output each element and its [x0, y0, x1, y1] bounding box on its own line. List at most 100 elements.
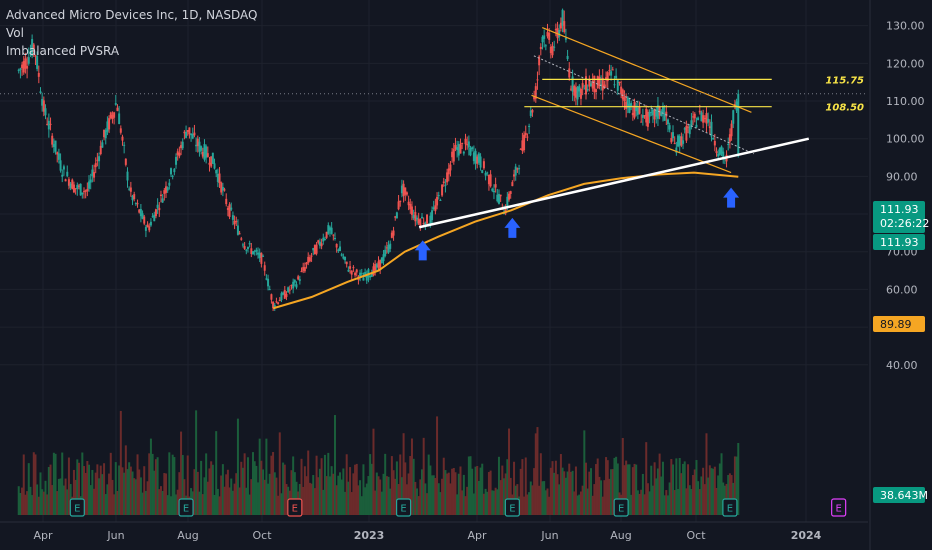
time-axis-tick: 2024 [791, 529, 822, 542]
candle-body [526, 136, 529, 138]
candle-body [260, 252, 263, 264]
volume-bar [123, 472, 126, 515]
candle-body [661, 105, 664, 114]
candle-body [131, 195, 134, 201]
volume-bar [417, 496, 420, 515]
candle-body [491, 188, 494, 191]
candle-body [487, 174, 490, 185]
volume-bar [362, 464, 365, 515]
volume-bar [623, 465, 626, 515]
volume-bar [98, 478, 101, 515]
candle-body [278, 299, 281, 302]
candle-body [156, 204, 159, 208]
volume-bar [476, 466, 479, 515]
candle-body [486, 172, 489, 174]
candle-body [429, 215, 432, 225]
volume-bar [675, 458, 678, 515]
candle-body [44, 108, 47, 116]
volume-bar [501, 465, 504, 515]
volume-bar [260, 460, 263, 515]
candle-body [19, 68, 22, 70]
volume-bar [62, 485, 65, 515]
earnings-marker-icon[interactable]: E [504, 498, 520, 517]
earnings-marker-icon[interactable]: E [395, 498, 412, 517]
volume-bar [670, 459, 673, 515]
candle-body [536, 79, 539, 81]
candle-body [342, 256, 345, 259]
candle-body [628, 103, 631, 113]
candle-body [618, 81, 621, 83]
volume-bar [727, 475, 730, 515]
earnings-marker-icon[interactable]: E [69, 498, 85, 517]
volume-bar [41, 489, 44, 515]
candle-body [64, 179, 67, 182]
candle-body [477, 153, 480, 163]
volume-bar [230, 478, 233, 515]
candle-body [554, 28, 557, 31]
blue-up-arrow-icon [723, 187, 740, 208]
candle-body [394, 216, 397, 218]
earnings-marker-icon[interactable]: E [722, 498, 738, 517]
volume-bar [285, 484, 288, 515]
candle-body [683, 128, 686, 130]
earnings-marker-icon[interactable]: E [178, 498, 194, 517]
volume-bar [702, 467, 705, 515]
volume-bar [462, 474, 465, 515]
candle-body [349, 266, 352, 269]
candle-body [52, 144, 55, 147]
earnings-marker-icon[interactable]: E [613, 498, 629, 517]
candle-body [672, 132, 674, 139]
volume-bar [74, 479, 77, 515]
volume-bar [49, 464, 52, 515]
volume-bar [673, 490, 676, 515]
volume-bar [583, 430, 586, 515]
candle-body [136, 203, 139, 205]
volume-indicator-label[interactable]: Vol [6, 26, 24, 40]
candle-body [397, 201, 400, 210]
candle-body [268, 289, 271, 291]
volume-bar [713, 466, 716, 515]
candle-body [89, 179, 92, 183]
earnings-marker-box [504, 498, 520, 517]
volume-bar [377, 476, 380, 515]
earnings-marker-icon[interactable]: E [287, 498, 303, 517]
candle-body [360, 273, 363, 275]
candle-body [69, 183, 72, 188]
volume-bar [479, 467, 482, 515]
symbol-title[interactable]: Advanced Micro Devices Inc, 1D, NASDAQ [6, 8, 258, 22]
volume-bar [21, 487, 24, 515]
volume-bar [344, 491, 347, 515]
volume-bar [258, 438, 261, 515]
earnings-marker-box [178, 498, 194, 517]
volume-bar [325, 476, 328, 515]
volume-bar [678, 458, 681, 515]
candle-body [422, 222, 425, 225]
volume-bar [598, 476, 601, 515]
volume-bar [379, 479, 382, 515]
volume-bar [568, 463, 571, 515]
last-price-tag-text: 111.93 [880, 203, 919, 216]
candle-body [280, 293, 283, 301]
candle-body [605, 77, 608, 80]
volume-bar [51, 485, 54, 515]
volume-bar [275, 477, 278, 515]
volume-bar [588, 471, 591, 515]
volume-bar [148, 453, 151, 515]
candle-body [610, 71, 613, 76]
volume-bar [655, 478, 658, 515]
candle-body [255, 249, 258, 252]
candle-body [370, 273, 373, 277]
arrow-shape [504, 217, 521, 238]
candle-body [615, 75, 618, 79]
volume-bar [282, 462, 285, 515]
candle-body [148, 226, 151, 231]
volume-bar [692, 475, 695, 515]
pvsra-indicator-label[interactable]: Imbalanced PVSRA [6, 44, 120, 58]
volume-bar [651, 485, 654, 515]
volume-bar [29, 486, 32, 515]
volume-bar [494, 487, 497, 515]
volume-bar [216, 488, 219, 515]
earnings-marker-icon[interactable]: E [831, 498, 847, 517]
volume-bar [665, 490, 668, 515]
